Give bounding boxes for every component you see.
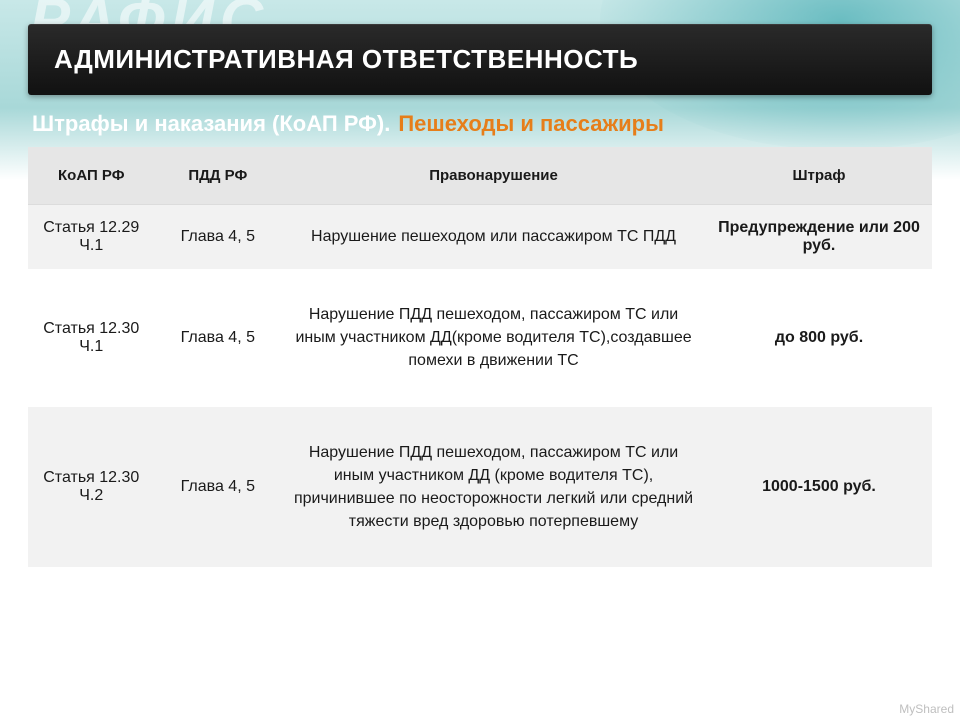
col-pdd: ПДД РФ (155, 147, 282, 205)
table-header-row: КоАП РФ ПДД РФ Правонарушение Штраф (28, 147, 932, 205)
col-koap: КоАП РФ (28, 147, 155, 205)
slide-content: АДМИНИСТРАТИВНАЯ ОТВЕТСТВЕННОСТЬ Штрафы … (0, 0, 960, 567)
subtitle: Штрафы и наказания (КоАП РФ). Пешеходы и… (28, 105, 932, 147)
col-violation: Правонарушение (281, 147, 706, 205)
cell-koap: Статья 12.30 Ч.1 (28, 269, 155, 407)
cell-koap: Статья 12.30 Ч.2 (28, 407, 155, 568)
cell-violation: Нарушение ПДД пешеходом, пассажиром ТС и… (281, 269, 706, 407)
cell-fine: 1000-1500 руб. (706, 407, 932, 568)
watermark: MyShared (899, 702, 954, 716)
header-box: АДМИНИСТРАТИВНАЯ ОТВЕТСТВЕННОСТЬ (28, 24, 932, 95)
subtitle-left: Штрафы и наказания (КоАП РФ). (32, 111, 390, 137)
cell-pdd: Глава 4, 5 (155, 205, 282, 270)
cell-violation: Нарушение пешеходом или пассажиром ТС ПД… (281, 205, 706, 270)
cell-fine: до 800 руб. (706, 269, 932, 407)
subtitle-right: Пешеходы и пассажиры (398, 111, 664, 137)
cell-violation: Нарушение ПДД пешеходом, пассажиром ТС и… (281, 407, 706, 568)
cell-pdd: Глава 4, 5 (155, 407, 282, 568)
cell-koap: Статья 12.29 Ч.1 (28, 205, 155, 270)
cell-fine: Предупреждение или 200 руб. (706, 205, 932, 270)
page-title: АДМИНИСТРАТИВНАЯ ОТВЕТСТВЕННОСТЬ (54, 44, 906, 75)
table-row: Статья 12.29 Ч.1 Глава 4, 5 Нарушение пе… (28, 205, 932, 270)
fines-table: КоАП РФ ПДД РФ Правонарушение Штраф Стат… (28, 147, 932, 567)
col-fine: Штраф (706, 147, 932, 205)
table-row: Статья 12.30 Ч.2 Глава 4, 5 Нарушение ПД… (28, 407, 932, 568)
cell-pdd: Глава 4, 5 (155, 269, 282, 407)
table-row: Статья 12.30 Ч.1 Глава 4, 5 Нарушение ПД… (28, 269, 932, 407)
